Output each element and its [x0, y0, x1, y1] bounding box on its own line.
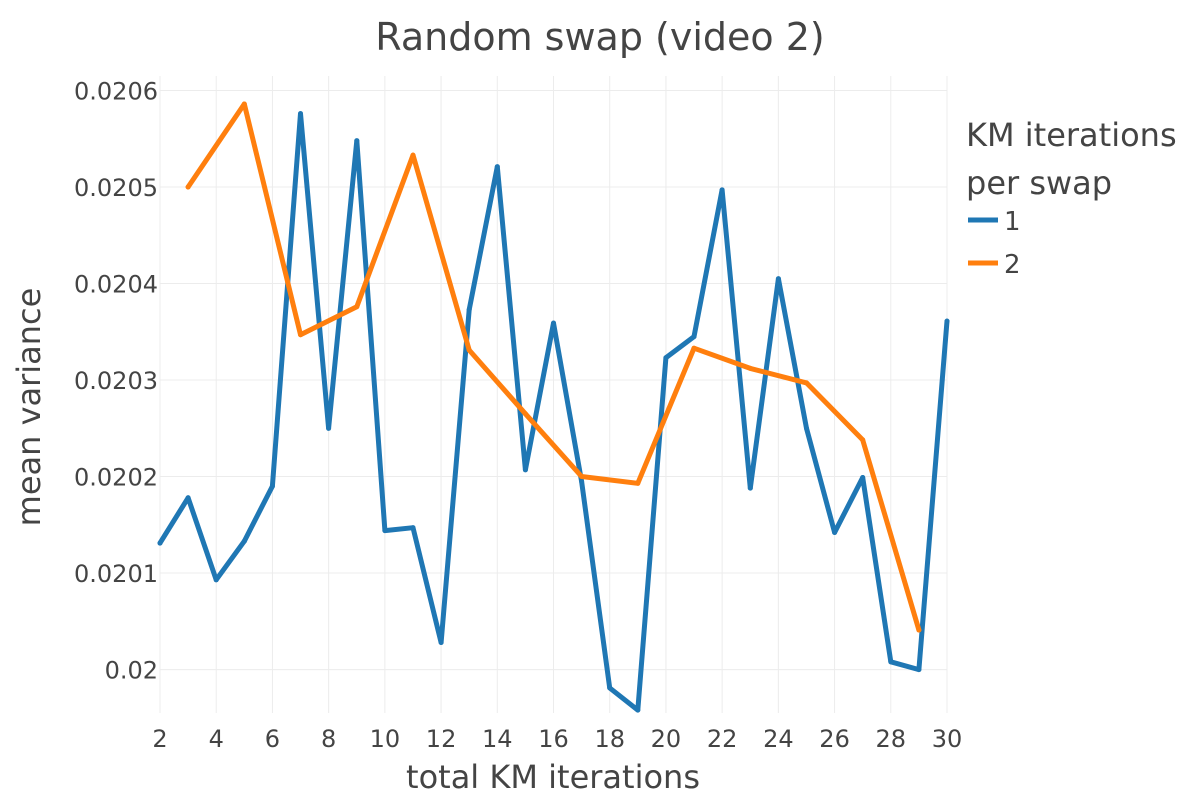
legend-title-line-1: KM iterations: [966, 116, 1177, 154]
y-tick-label: 0.02: [105, 657, 158, 685]
x-axis-title: total KM iterations: [406, 758, 700, 796]
data-point-series-1: [410, 525, 416, 531]
data-point-series-2: [691, 345, 697, 351]
y-tick-label: 0.0203: [74, 367, 158, 395]
data-point-series-1: [775, 276, 781, 282]
data-point-series-2: [747, 365, 753, 371]
data-point-series-1: [157, 540, 163, 546]
x-tick-label: 4: [209, 725, 224, 753]
data-point-series-2: [804, 380, 809, 386]
data-point-series-1: [551, 320, 556, 326]
data-point-series-1: [241, 538, 247, 544]
x-tick-label: 10: [370, 725, 401, 753]
y-tick-label: 0.0204: [74, 271, 158, 299]
y-axis: 0.02 0.0201 0.0202 0.0203 0.0204 0.0205 0.0206: [74, 77, 158, 684]
data-point-series-1: [494, 164, 500, 170]
data-point-series-1: [832, 530, 838, 535]
y-tick-label: 0.0201: [74, 560, 158, 588]
grid: [159, 76, 948, 713]
data-point-series-2: [522, 411, 528, 417]
chart-title: Random swap (video 2): [375, 15, 824, 59]
x-axis: 2 4 6 8 10 12 14 16 18 20 22 24 26 28 30: [152, 725, 962, 753]
data-point-series-1: [382, 528, 388, 534]
data-point-series-1: [185, 495, 191, 501]
x-tick-label: 2: [152, 725, 167, 753]
legend-label-1: 1: [1004, 207, 1021, 237]
data-point-series-2: [354, 304, 360, 310]
data-point-series-1: [916, 667, 922, 673]
x-tick-label: 14: [482, 725, 513, 753]
data-point-series-2: [860, 437, 866, 443]
y-axis-title: mean variance: [10, 288, 48, 527]
series-line-2: [185, 101, 922, 633]
legend-label-2: 2: [1004, 250, 1021, 280]
legend: KM iterations per swap 1 2: [966, 116, 1177, 280]
data-point-series-1: [298, 111, 303, 117]
plot-area: [157, 101, 950, 713]
x-tick-label: 22: [707, 725, 738, 753]
data-point-series-1: [747, 485, 753, 491]
data-point-series-1: [579, 478, 585, 484]
data-point-series-1: [438, 640, 444, 645]
data-point-series-1: [635, 707, 641, 713]
data-point-series-1: [860, 475, 866, 480]
data-point-series-2: [298, 332, 303, 338]
y-tick-label: 0.0202: [74, 464, 158, 492]
data-point-series-1: [466, 307, 472, 313]
x-tick-label: 12: [426, 725, 457, 753]
data-point-series-2: [241, 101, 247, 107]
data-point-series-1: [944, 318, 950, 324]
legend-title-line-2: per swap: [966, 164, 1112, 202]
x-tick-label: 16: [538, 725, 569, 753]
data-point-series-1: [691, 334, 697, 340]
data-point-series-2: [635, 480, 641, 486]
x-tick-label: 26: [819, 725, 850, 753]
data-point-series-1: [326, 425, 332, 431]
data-point-series-1: [804, 425, 809, 431]
data-point-series-2: [185, 184, 191, 190]
data-point-series-1: [719, 187, 725, 193]
x-tick-label: 8: [321, 725, 336, 753]
data-point-series-1: [354, 138, 360, 144]
data-point-series-2: [916, 627, 922, 633]
y-tick-label: 0.0205: [74, 174, 158, 202]
data-point-series-1: [663, 355, 669, 361]
y-tick-label: 0.0206: [74, 77, 158, 105]
data-point-series-1: [213, 577, 219, 583]
data-point-series-1: [269, 483, 275, 489]
x-tick-label: 28: [876, 725, 907, 753]
x-tick-label: 18: [594, 725, 625, 753]
data-point-series-2: [579, 474, 585, 479]
data-point-series-2: [410, 152, 416, 158]
x-tick-label: 6: [265, 725, 280, 753]
x-tick-label: 24: [763, 725, 794, 753]
data-point-series-2: [466, 347, 472, 353]
x-tick-label: 30: [932, 725, 963, 753]
data-point-series-1: [607, 685, 613, 691]
x-tick-label: 20: [651, 725, 682, 753]
data-point-series-1: [522, 467, 528, 473]
data-point-series-1: [888, 659, 894, 665]
